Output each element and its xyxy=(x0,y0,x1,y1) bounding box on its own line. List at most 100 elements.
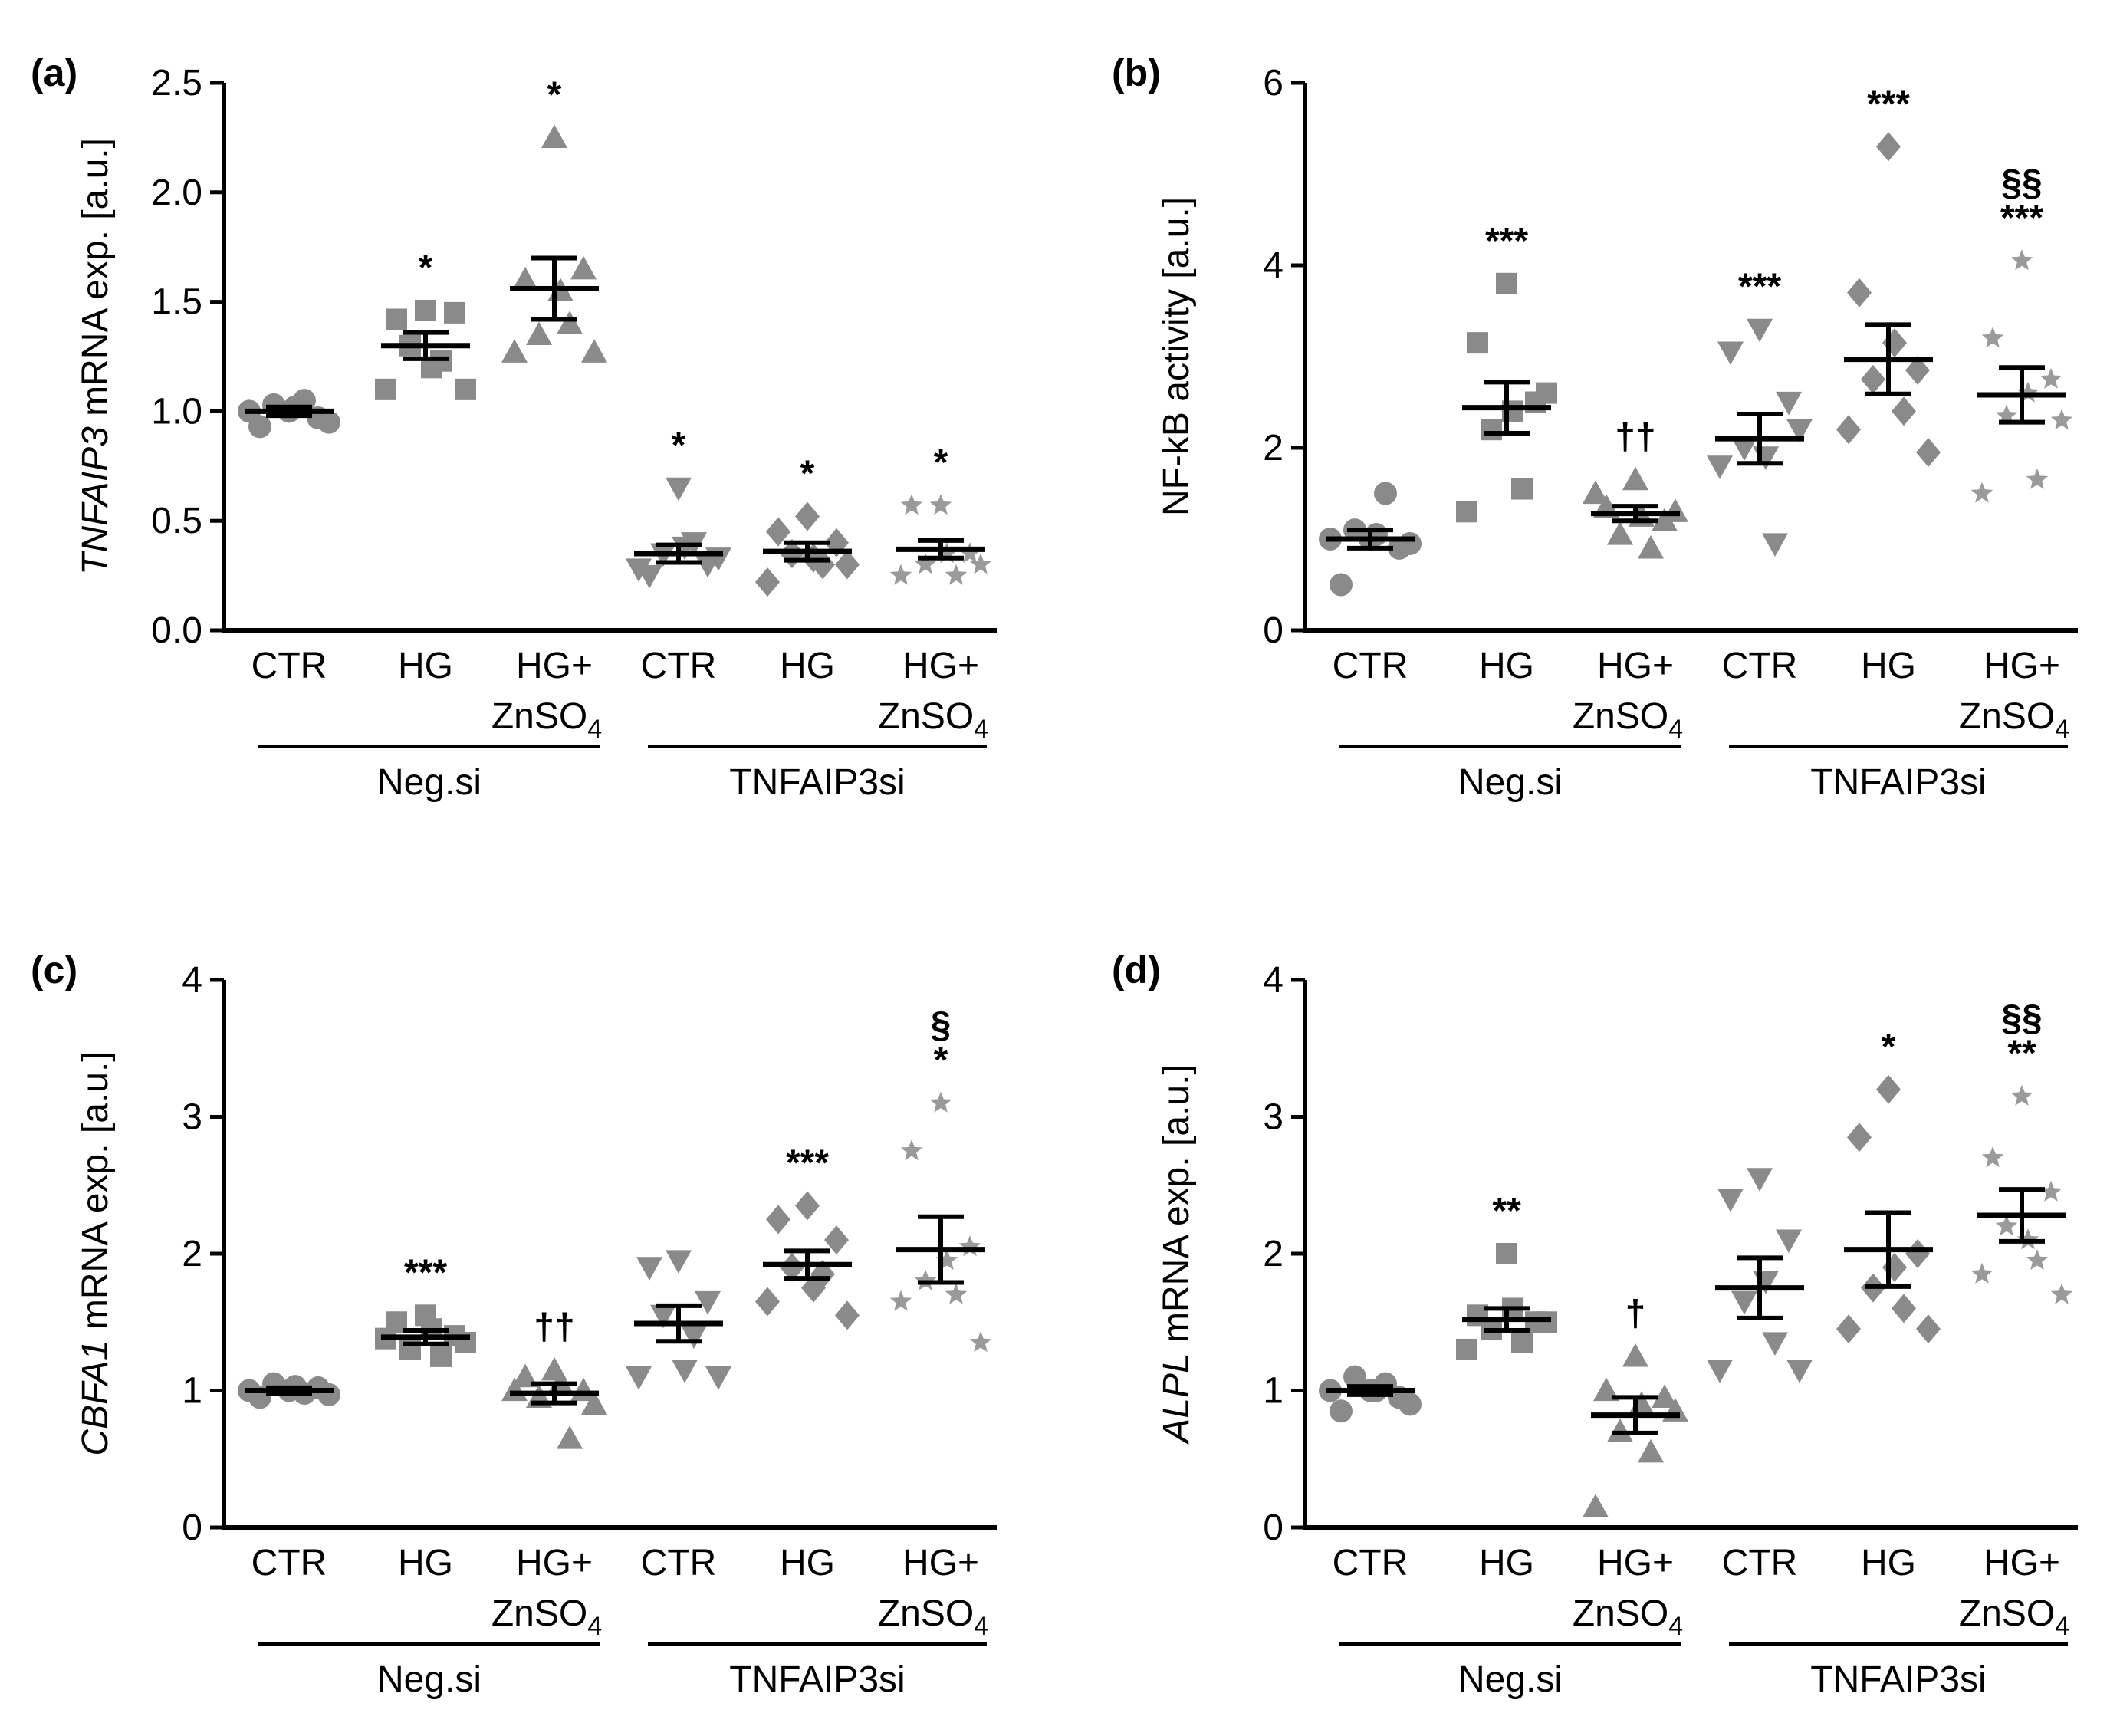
x-tick-label-subscript: 4 xyxy=(2055,1612,2069,1641)
data-point xyxy=(1330,1399,1353,1423)
significance-marker: †† xyxy=(534,1307,574,1348)
x-tick-label-compound: ZnSO xyxy=(878,696,974,737)
y-axis-label: NF-kB activity [a.u.] xyxy=(1156,197,1197,516)
x-tick-label: HG+ xyxy=(516,1543,593,1583)
data-point xyxy=(795,501,820,531)
x-tick-label-subscript: 4 xyxy=(2055,715,2069,744)
x-tick-label-subscript: 4 xyxy=(1668,1612,1683,1641)
y-tick-label: 1 xyxy=(1263,1371,1284,1412)
data-point xyxy=(1981,1146,2004,1168)
data-point xyxy=(1892,1294,1916,1323)
significance-marker: §§ xyxy=(2001,998,2042,1039)
data-point xyxy=(1330,573,1353,597)
significance-marker: ** xyxy=(2007,1034,2036,1074)
data-point xyxy=(2039,1180,2062,1202)
data-point xyxy=(766,1205,790,1235)
x-tick-label-line2: ZnSO4 xyxy=(1959,1593,2069,1641)
x-tick-label: HG xyxy=(780,646,835,686)
data-point xyxy=(900,1139,923,1161)
data-point xyxy=(581,1391,607,1415)
data-point xyxy=(386,308,407,330)
data-point xyxy=(1731,437,1757,461)
y-tick-label: 2 xyxy=(182,1234,202,1274)
x-tick-label-subscript: 4 xyxy=(587,1612,602,1641)
data-point xyxy=(1652,1384,1678,1409)
data-point xyxy=(444,301,465,324)
data-point xyxy=(1467,332,1488,354)
significance-marker: * xyxy=(547,74,562,115)
data-point xyxy=(835,550,860,580)
x-tick-label: HG+ xyxy=(1984,1543,2060,1583)
x-tick-label-compound: ZnSO xyxy=(1573,696,1668,737)
x-tick-label: HG xyxy=(1861,646,1916,686)
significance-marker: †† xyxy=(1615,417,1655,458)
significance-marker: § xyxy=(931,1005,952,1046)
data-point xyxy=(1707,455,1733,479)
significance-marker: *** xyxy=(1738,266,1781,307)
data-point xyxy=(1511,1332,1533,1354)
data-point xyxy=(755,567,780,597)
data-point xyxy=(929,1091,952,1113)
x-tick-label: HG xyxy=(1479,1543,1534,1583)
data-point xyxy=(1916,1314,1941,1344)
data-point xyxy=(945,564,968,585)
x-tick-label-compound: ZnSO xyxy=(878,1593,974,1634)
data-point xyxy=(1638,1438,1664,1463)
data-point xyxy=(2016,1228,2039,1250)
x-tick-label-line2: ZnSO4 xyxy=(1573,1593,1683,1641)
data-point xyxy=(929,494,952,515)
y-axis-label-gene: ALPL xyxy=(1156,1353,1197,1445)
data-point xyxy=(2050,409,2073,430)
x-tick-label-line2: ZnSO4 xyxy=(491,696,602,744)
data-point xyxy=(1762,533,1788,557)
y-tick-label: 0 xyxy=(1263,1507,1284,1548)
data-point xyxy=(636,1257,662,1281)
data-point xyxy=(1847,1123,1872,1152)
data-point xyxy=(1717,1189,1744,1212)
data-point xyxy=(1836,415,1861,445)
data-point xyxy=(1905,1239,1930,1268)
y-tick-label: 4 xyxy=(182,960,202,1001)
y-axis-label-gene: TNFAIP3 xyxy=(75,426,116,575)
data-point xyxy=(1776,1229,1802,1254)
significance-marker: * xyxy=(934,1041,948,1081)
data-point xyxy=(1662,498,1688,522)
data-point xyxy=(672,1360,698,1383)
data-point xyxy=(1583,1494,1609,1517)
x-tick-label: CTR xyxy=(641,1543,717,1583)
x-tick-label-line2: ZnSO4 xyxy=(491,1593,602,1641)
data-point xyxy=(1629,1391,1655,1415)
data-point xyxy=(1717,341,1744,366)
data-point xyxy=(526,321,552,346)
significance-marker: *** xyxy=(404,1252,447,1293)
x-tick-label: HG xyxy=(398,646,453,686)
data-point xyxy=(1399,1392,1422,1416)
significance-marker: * xyxy=(934,442,948,483)
data-point xyxy=(1995,404,2018,426)
y-axis-label-text: mRNA exp. [a.u.] xyxy=(75,1051,116,1340)
x-tick-label: HG+ xyxy=(1984,646,2060,686)
data-point xyxy=(1892,396,1916,426)
group-label: Neg.si xyxy=(1458,762,1563,803)
data-point xyxy=(935,1248,958,1271)
group-label: TNFAIP3si xyxy=(729,1659,905,1700)
data-point xyxy=(317,410,340,434)
x-tick-label: CTR xyxy=(251,1543,327,1583)
panel-label: (a) xyxy=(31,51,77,94)
data-point xyxy=(1786,1360,1813,1383)
significance-marker: *** xyxy=(1485,221,1528,261)
group-label: TNFAIP3si xyxy=(1810,762,1986,803)
x-tick-label-compound: ZnSO xyxy=(1573,1593,1668,1634)
data-point xyxy=(1496,1243,1517,1264)
y-tick-label: 3 xyxy=(182,1097,202,1138)
data-point xyxy=(626,1366,652,1390)
data-point xyxy=(1970,482,1993,503)
data-point xyxy=(1456,501,1477,523)
data-point xyxy=(672,536,698,561)
y-axis-label: CBFA1 mRNA exp. [a.u.] xyxy=(75,1051,116,1455)
data-point xyxy=(681,1325,707,1350)
data-point xyxy=(1882,328,1907,358)
data-point xyxy=(666,477,692,501)
group-label: Neg.si xyxy=(377,1659,482,1700)
data-point xyxy=(914,553,937,574)
